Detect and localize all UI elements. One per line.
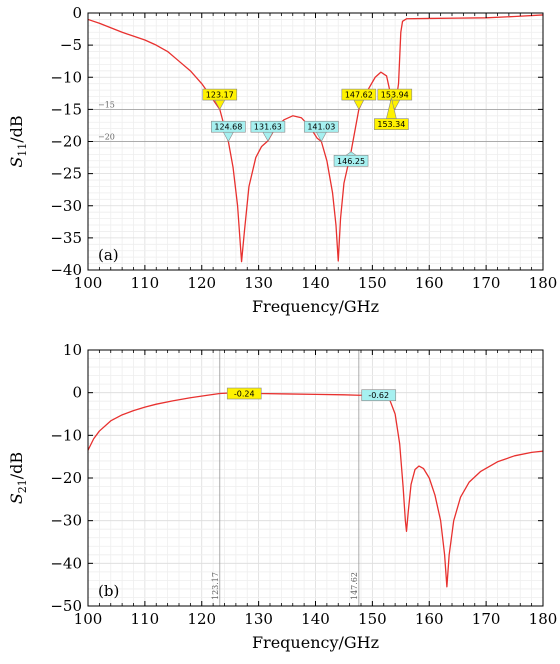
marker-label: 123.17 — [206, 91, 234, 100]
x-tick-label: 120 — [187, 274, 216, 292]
y-axis-label-sub: 21 — [16, 479, 29, 493]
marker-pointer — [262, 131, 274, 142]
y-tick-label: −40 — [50, 261, 82, 279]
x-tick-label: 130 — [244, 274, 273, 292]
x-tick-label: 160 — [415, 274, 444, 292]
marker-box — [304, 120, 339, 133]
y-tick-label: 10 — [63, 341, 82, 359]
marker: 147.62 — [341, 88, 377, 111]
y-tick-label: −20 — [50, 469, 82, 487]
y-tick-label: −5 — [60, 36, 82, 54]
x-tick-label: 100 — [74, 274, 103, 292]
x-tick-label: 170 — [472, 610, 501, 628]
marker-box — [341, 88, 377, 101]
y-tick-label: 0 — [72, 384, 82, 402]
x-tick-label: 120 — [187, 610, 216, 628]
reference-lines: 123.17 147.62 — [211, 350, 360, 606]
marker-box — [226, 387, 262, 400]
marker: 141.03 — [304, 120, 339, 143]
x-tick-label: 130 — [244, 610, 273, 628]
marker-box — [202, 88, 238, 101]
marker-pointer — [345, 151, 357, 156]
x-tick-label: 140 — [301, 610, 330, 628]
marker-box — [361, 389, 397, 402]
marker-label: 141.03 — [307, 123, 335, 132]
ticks: 100 110 120 130 140 150 160 170 180100−10−20−30−… — [50, 341, 557, 628]
y-tick-label: −30 — [50, 512, 82, 530]
marker-box — [374, 118, 409, 130]
y-axis-label-main: S — [7, 157, 26, 168]
markers: 123.17 124.68 131.63 141.03 146.25 147.62 153.… — [202, 88, 413, 167]
reference-line-label: 123.17 — [211, 572, 220, 600]
marker-label: 153.94 — [381, 91, 409, 100]
x-tick-label: 150 — [358, 274, 387, 292]
series-line — [87, 392, 544, 588]
marker-label: -0.24 — [234, 390, 255, 399]
chart-panel-s21: 123.17 147.62 -0.24 -0.62 100 110 120 130 140 1… — [7, 341, 557, 652]
marker-pointer — [315, 131, 327, 143]
ticks: 100 110 120 130 140 150 160 170 1800−5−10−15−20−… — [50, 4, 557, 292]
x-tick-label: 110 — [131, 274, 160, 292]
y-tick-label: −10 — [50, 426, 82, 444]
panel-label: (a) — [98, 246, 119, 264]
y-axis-label-unit: /dB — [7, 452, 26, 479]
marker: -0.62 — [361, 389, 397, 402]
marker-box — [333, 154, 369, 167]
marker: 146.25 — [333, 151, 369, 167]
x-tick-label: 180 — [529, 610, 558, 628]
y-axis-label: S11/dB — [7, 115, 29, 167]
marker-box — [211, 120, 246, 133]
marker-label: 153.34 — [377, 120, 405, 129]
series — [87, 392, 544, 588]
x-tick-label: 140 — [301, 274, 330, 292]
marker-box — [377, 88, 413, 101]
x-tick-label: 160 — [415, 610, 444, 628]
marker: 153.34 — [374, 97, 409, 130]
marker: 123.17 — [202, 88, 238, 111]
reference-lines: −15 −20 — [88, 100, 543, 142]
y-axis-label: S21/dB — [7, 452, 29, 504]
y-axis-label-sub: 11 — [16, 143, 29, 157]
y-axis-label-main: S — [7, 493, 26, 504]
markers: -0.24 -0.62 — [226, 387, 397, 402]
y-tick-label: −10 — [50, 68, 82, 86]
x-tick-label: 180 — [529, 274, 558, 292]
reference-line-label: 147.62 — [350, 572, 359, 600]
x-tick-label: 170 — [472, 274, 501, 292]
marker-label: -0.62 — [368, 391, 389, 400]
marker-pointer — [353, 99, 365, 111]
y-tick-label: −20 — [50, 133, 82, 151]
marker: -0.24 — [226, 387, 262, 400]
reference-line-label: −20 — [98, 133, 115, 142]
x-axis-label: Frequency/GHz — [252, 633, 379, 652]
marker-box — [250, 120, 286, 133]
y-tick-label: −50 — [50, 597, 82, 615]
marker-label: 147.62 — [345, 91, 373, 100]
x-tick-label: 110 — [131, 610, 160, 628]
y-axis-label-unit: /dB — [7, 115, 26, 142]
marker: 131.63 — [250, 120, 286, 142]
y-tick-label: −35 — [50, 229, 82, 247]
marker-label: 146.25 — [337, 157, 365, 166]
x-tick-label: 100 — [74, 610, 103, 628]
y-tick-label: −25 — [50, 165, 82, 183]
marker-label: 124.68 — [214, 123, 242, 132]
y-tick-label: −40 — [50, 554, 82, 572]
reference-line-label: −15 — [98, 100, 115, 109]
y-tick-label: −15 — [50, 100, 82, 118]
grid — [87, 349, 544, 607]
marker: 124.68 — [211, 120, 246, 143]
y-tick-label: 0 — [72, 4, 82, 22]
marker-label: 131.63 — [254, 123, 282, 132]
x-axis-label: Frequency/GHz — [252, 297, 379, 316]
chart-panel-s11: −15 −20 123.17 124.68 131.63 141.03 146.25 147… — [7, 4, 557, 316]
panel-label: (b) — [98, 582, 119, 600]
x-tick-label: 150 — [358, 610, 387, 628]
y-tick-label: −30 — [50, 197, 82, 215]
